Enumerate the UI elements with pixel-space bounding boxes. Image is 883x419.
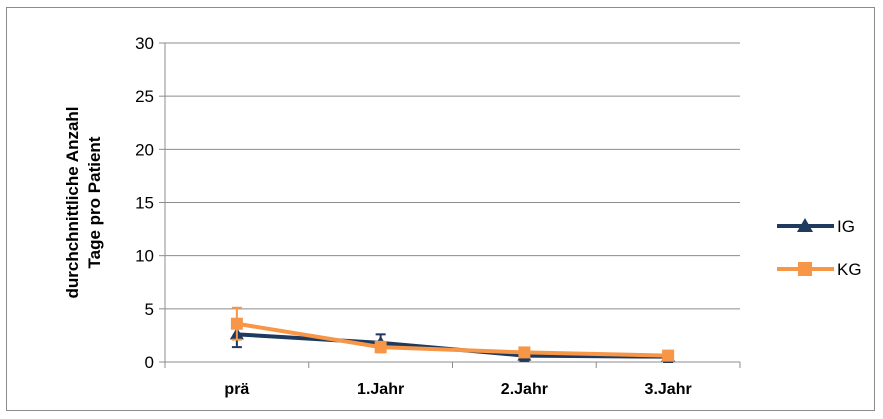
series xyxy=(229,306,676,363)
x-tick-label: 3.Jahr xyxy=(645,381,692,398)
legend-marker xyxy=(797,218,813,232)
legend-marker xyxy=(798,262,812,276)
y-axis-label-line: Tage pro Patient xyxy=(85,136,104,268)
y-tick-label: 0 xyxy=(145,353,154,372)
y-axis-label: durchchnittliche Anzahl Tage pro Patient xyxy=(63,106,104,298)
data-point-kg xyxy=(662,349,675,362)
x-tick-label: 1.Jahr xyxy=(357,381,404,398)
y-axis-label-line: durchchnittliche Anzahl xyxy=(63,106,82,298)
chart-frame xyxy=(6,7,875,411)
y-tick-label: 30 xyxy=(135,34,154,53)
y-tick-label: 10 xyxy=(135,247,154,266)
legend-item-ig: IG xyxy=(777,217,855,236)
legend: IG KG xyxy=(777,217,862,279)
legend-label: IG xyxy=(837,217,855,236)
legend-label: KG xyxy=(837,260,862,279)
y-axis-label-text: durchchnittliche Anzahl Tage pro Patient xyxy=(63,106,104,298)
x-tick-label: 2.Jahr xyxy=(501,381,548,398)
x-tick-label: prä xyxy=(224,381,249,398)
legend-item-kg: KG xyxy=(777,260,862,279)
data-point-kg xyxy=(230,317,243,330)
y-tick-label: 5 xyxy=(145,300,154,319)
data-point-kg xyxy=(518,346,531,359)
y-tick-label: 15 xyxy=(135,194,154,213)
gridlines xyxy=(165,42,740,310)
y-tick-labels: 0 5 10 15 20 25 30 xyxy=(135,34,154,372)
data-point-kg xyxy=(374,341,387,354)
series-kg xyxy=(230,306,675,362)
axes xyxy=(159,42,741,368)
y-tick-label: 25 xyxy=(135,87,154,106)
y-tick-label: 20 xyxy=(135,140,154,159)
series-line-kg xyxy=(236,321,669,358)
x-tick-labels: prä 1.Jahr 2.Jahr 3.Jahr xyxy=(224,381,691,398)
